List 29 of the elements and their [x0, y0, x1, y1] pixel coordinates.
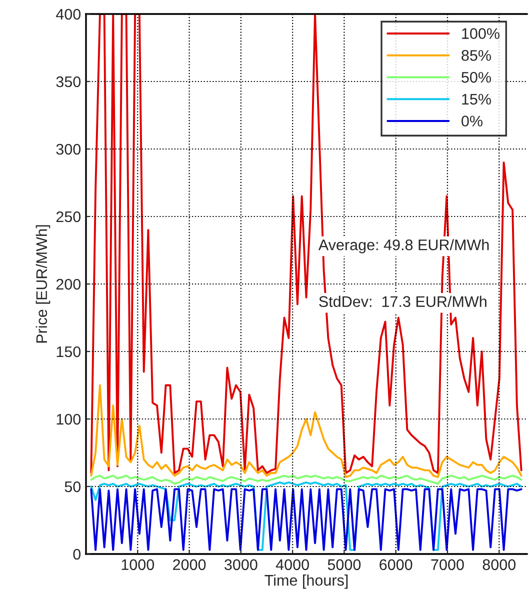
annotation: Average: 49.8 EUR/MWh: [318, 239, 489, 254]
legend-label: 0%: [462, 116, 482, 126]
y-tick-label: 100: [56, 414, 81, 425]
x-tick-label: 6000: [380, 559, 412, 570]
annotation: StdDev: 17.3 EUR/MWh: [319, 296, 486, 307]
legend-label: 100%: [462, 28, 500, 39]
y-axis-title: Price [EUR/MWh]: [36, 225, 50, 343]
legend-label: 50%: [462, 72, 491, 83]
line-series: [90, 384, 522, 478]
x-tick-label: 7000: [431, 559, 464, 570]
y-tick-label: 300: [56, 144, 81, 155]
x-tick-label: 5000: [328, 559, 361, 570]
y-tick-label: 350: [56, 76, 81, 88]
legend-label: 15%: [462, 94, 491, 105]
y-tick-label: 250: [56, 211, 81, 222]
y-tick-label: 200: [56, 278, 81, 290]
y-tick-label: 150: [56, 346, 81, 358]
x-tick-label: 4000: [276, 559, 309, 570]
x-tick-label: 8000: [482, 559, 516, 570]
x-axis-title: Time [hours]: [264, 574, 348, 589]
x-tick-label: 2000: [173, 559, 206, 570]
legend-label: 85%: [462, 50, 491, 61]
x-tick-label: 3000: [224, 559, 258, 570]
x-tick-label: 1000: [122, 559, 154, 570]
y-tick-label: 400: [56, 8, 81, 20]
line-series: [90, 474, 522, 485]
line-series: [90, 14, 522, 474]
y-tick-label: 50: [64, 481, 81, 492]
y-tick-label: 0: [73, 548, 81, 560]
